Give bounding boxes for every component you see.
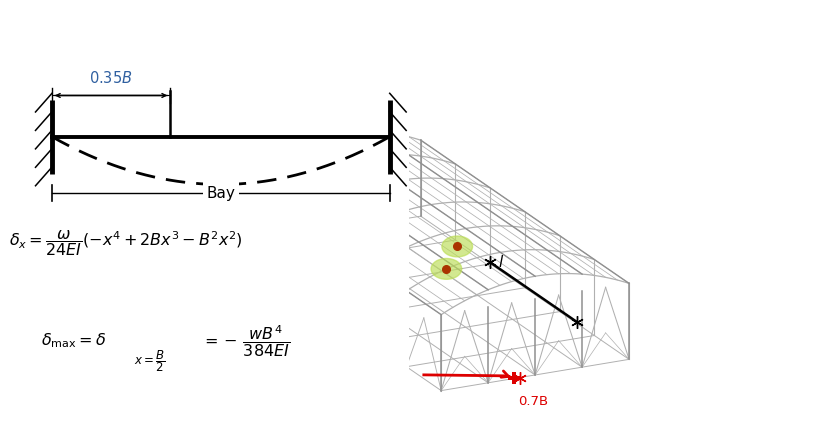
Text: $l$: $l$ xyxy=(498,254,505,270)
Text: $x=\dfrac{B}{2}$: $x=\dfrac{B}{2}$ xyxy=(134,349,166,375)
Text: $\delta_x = \dfrac{\omega}{24EI}\left(-x^4+2Bx^3-B^2x^2\right)$: $\delta_x = \dfrac{\omega}{24EI}\left(-x… xyxy=(9,228,243,258)
Text: $= -\,\dfrac{wB^4}{384EI}$: $= -\,\dfrac{wB^4}{384EI}$ xyxy=(201,323,291,358)
Text: $\delta_{\mathrm{max}} = \delta$: $\delta_{\mathrm{max}} = \delta$ xyxy=(41,331,106,350)
Ellipse shape xyxy=(431,259,462,279)
Ellipse shape xyxy=(442,236,472,257)
Text: $0.35B$: $0.35B$ xyxy=(89,70,133,86)
Text: 0.7B: 0.7B xyxy=(518,395,548,408)
Text: Bay: Bay xyxy=(207,186,235,201)
